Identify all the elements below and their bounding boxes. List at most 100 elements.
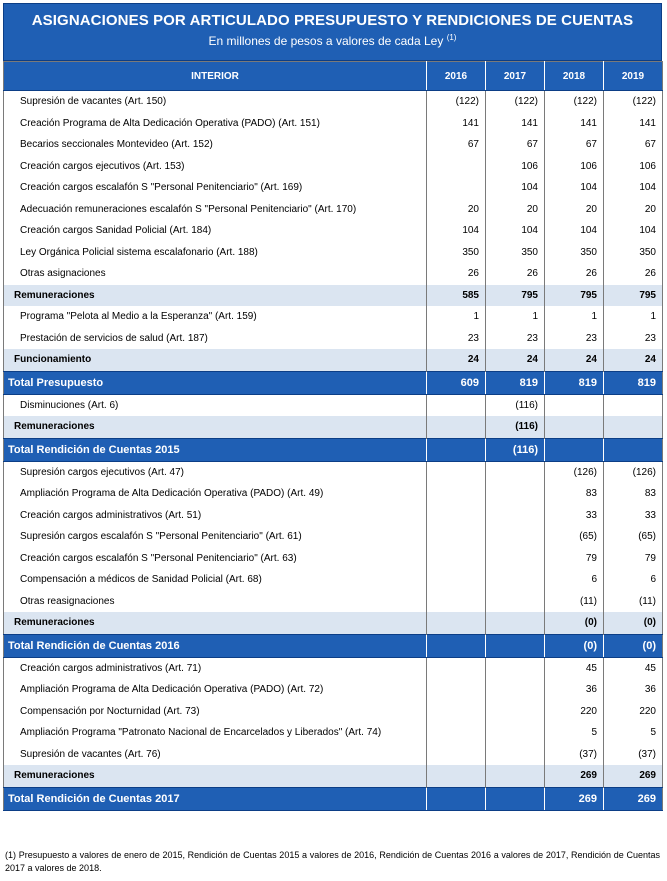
row-value-2018: 23 xyxy=(544,327,604,349)
row-value-2018 xyxy=(544,437,604,462)
row-value-2019: (37) xyxy=(603,743,663,765)
row-value-2019: 141 xyxy=(603,112,663,134)
row-value-2018: (37) xyxy=(544,743,604,765)
table-body: Supresión de vacantes (Art. 150) (122) (12… xyxy=(3,90,663,811)
row-value-2018: 350 xyxy=(544,241,604,263)
row-value-2019 xyxy=(603,394,663,416)
row-value-2018: (0) xyxy=(544,633,604,658)
row-value-2019: (0) xyxy=(603,633,663,658)
row-value-2019: 23 xyxy=(603,327,663,349)
row-value-2019: 104 xyxy=(603,177,663,199)
table-row: Ampliación Programa de Alta Dedicación O… xyxy=(4,483,663,505)
row-label: Supresión cargos ejecutivos (Art. 47) xyxy=(20,466,184,478)
row-value-2017 xyxy=(485,526,545,548)
row-value-2018: 45 xyxy=(544,657,604,679)
table-header-row: INTERIOR 2016 2017 2018 2019 xyxy=(3,61,663,91)
row-value-2019: 26 xyxy=(603,263,663,285)
row-label: Adecuación remuneraciones escalafón S "P… xyxy=(20,203,357,215)
row-label: Becarios seccionales Montevideo (Art. 15… xyxy=(20,139,213,151)
row-value-2016 xyxy=(426,679,486,701)
total-row: Total Presupuesto 609 819 819 819 xyxy=(3,370,663,395)
subtotal-row: Remuneraciones 269 269 xyxy=(3,765,663,787)
row-value-2017: 795 xyxy=(485,284,545,306)
row-value-2017 xyxy=(485,633,545,658)
row-value-2018: 141 xyxy=(544,112,604,134)
row-value-2016 xyxy=(426,765,486,787)
row-value-2019: 83 xyxy=(603,483,663,505)
row-value-2018 xyxy=(544,394,604,416)
table-row: Creación cargos ejecutivos (Art. 153) 106… xyxy=(4,155,663,177)
row-value-2016 xyxy=(426,786,486,811)
row-label: Ley Orgánica Policial sistema escalafona… xyxy=(20,246,258,258)
row-value-2018: 67 xyxy=(544,134,604,156)
row-label: Remuneraciones xyxy=(3,765,427,787)
row-value-2017 xyxy=(485,590,545,612)
row-value-2019: (122) xyxy=(603,90,663,113)
row-value-2019: (0) xyxy=(603,612,663,634)
row-value-2019: 79 xyxy=(603,547,663,569)
row-value-2017 xyxy=(485,679,545,701)
row-value-2017 xyxy=(485,657,545,679)
row-value-2016 xyxy=(426,633,486,658)
table-row: Creación cargos escalafón S "Personal Pe… xyxy=(4,177,663,199)
row-label: Compensación a médicos de Sanidad Polici… xyxy=(20,574,262,586)
table-row: Compensación a médicos de Sanidad Polici… xyxy=(4,569,663,591)
row-label: Remuneraciones xyxy=(3,416,427,438)
row-label: Total Rendición de Cuentas 2016 xyxy=(3,633,427,658)
row-value-2018: 33 xyxy=(544,504,604,526)
table-row: Creación cargos Sanidad Policial (Art. 1… xyxy=(4,220,663,242)
row-label: Ampliación Programa de Alta Dedicación O… xyxy=(20,488,324,500)
column-header-interior: INTERIOR xyxy=(3,61,427,91)
row-value-2017: 26 xyxy=(485,263,545,285)
row-value-2018: 5 xyxy=(544,722,604,744)
row-value-2016 xyxy=(426,504,486,526)
row-value-2016 xyxy=(426,526,486,548)
row-value-2016: 585 xyxy=(426,284,486,306)
row-value-2018: 104 xyxy=(544,177,604,199)
row-label: Total Rendición de Cuentas 2017 xyxy=(3,786,427,811)
row-value-2017: 104 xyxy=(485,220,545,242)
row-value-2019: 220 xyxy=(603,700,663,722)
row-value-2017: 67 xyxy=(485,134,545,156)
title-banner: ASIGNACIONES POR ARTICULADO PRESUPUESTO … xyxy=(3,3,662,61)
row-label: Otras asignaciones xyxy=(20,268,106,280)
row-value-2019: 20 xyxy=(603,198,663,220)
table-row: Prestación de servicios de salud (Art. 1… xyxy=(4,327,663,349)
row-value-2018: 79 xyxy=(544,547,604,569)
footnote: (1) Presupuesto a valores de enero de 20… xyxy=(5,850,660,873)
row-value-2016: 141 xyxy=(426,112,486,134)
row-value-2018: (0) xyxy=(544,612,604,634)
row-value-2017 xyxy=(485,722,545,744)
subtotal-row: Remuneraciones 585 795 795 795 xyxy=(3,284,663,306)
row-label: Funcionamiento xyxy=(3,349,427,371)
row-label: Otras reasignaciones xyxy=(20,595,115,607)
row-value-2017: 104 xyxy=(485,177,545,199)
row-value-2018: 269 xyxy=(544,765,604,787)
row-value-2016 xyxy=(426,657,486,679)
row-value-2018: 1 xyxy=(544,306,604,328)
row-value-2018: 106 xyxy=(544,155,604,177)
row-value-2018: 36 xyxy=(544,679,604,701)
row-value-2017 xyxy=(485,504,545,526)
row-value-2016: 104 xyxy=(426,220,486,242)
row-value-2019: 6 xyxy=(603,569,663,591)
table-row: Creación Programa de Alta Dedicación Ope… xyxy=(4,112,663,134)
row-value-2019: 1 xyxy=(603,306,663,328)
row-value-2016 xyxy=(426,177,486,199)
row-label: Creación cargos Sanidad Policial (Art. 1… xyxy=(20,225,212,237)
total-row: Total Rendición de Cuentas 2017 269 269 xyxy=(3,786,663,811)
row-value-2018: 20 xyxy=(544,198,604,220)
row-label: Disminuciones (Art. 6) xyxy=(20,399,119,411)
row-label: Programa "Pelota al Medio a la Esperanza… xyxy=(20,311,257,323)
row-value-2018: 104 xyxy=(544,220,604,242)
row-value-2019 xyxy=(603,416,663,438)
row-value-2017 xyxy=(485,483,545,505)
subtitle-footnote-ref: (1) xyxy=(446,33,457,42)
row-label: Remuneraciones xyxy=(3,284,427,306)
row-value-2019: (126) xyxy=(603,461,663,483)
row-label: Supresión cargos escalafón S "Personal P… xyxy=(20,531,302,543)
row-value-2017: 24 xyxy=(485,349,545,371)
row-value-2018: 269 xyxy=(544,786,604,811)
row-value-2016 xyxy=(426,700,486,722)
table-row: Ampliación Programa "Patronato Nacional … xyxy=(4,722,663,744)
